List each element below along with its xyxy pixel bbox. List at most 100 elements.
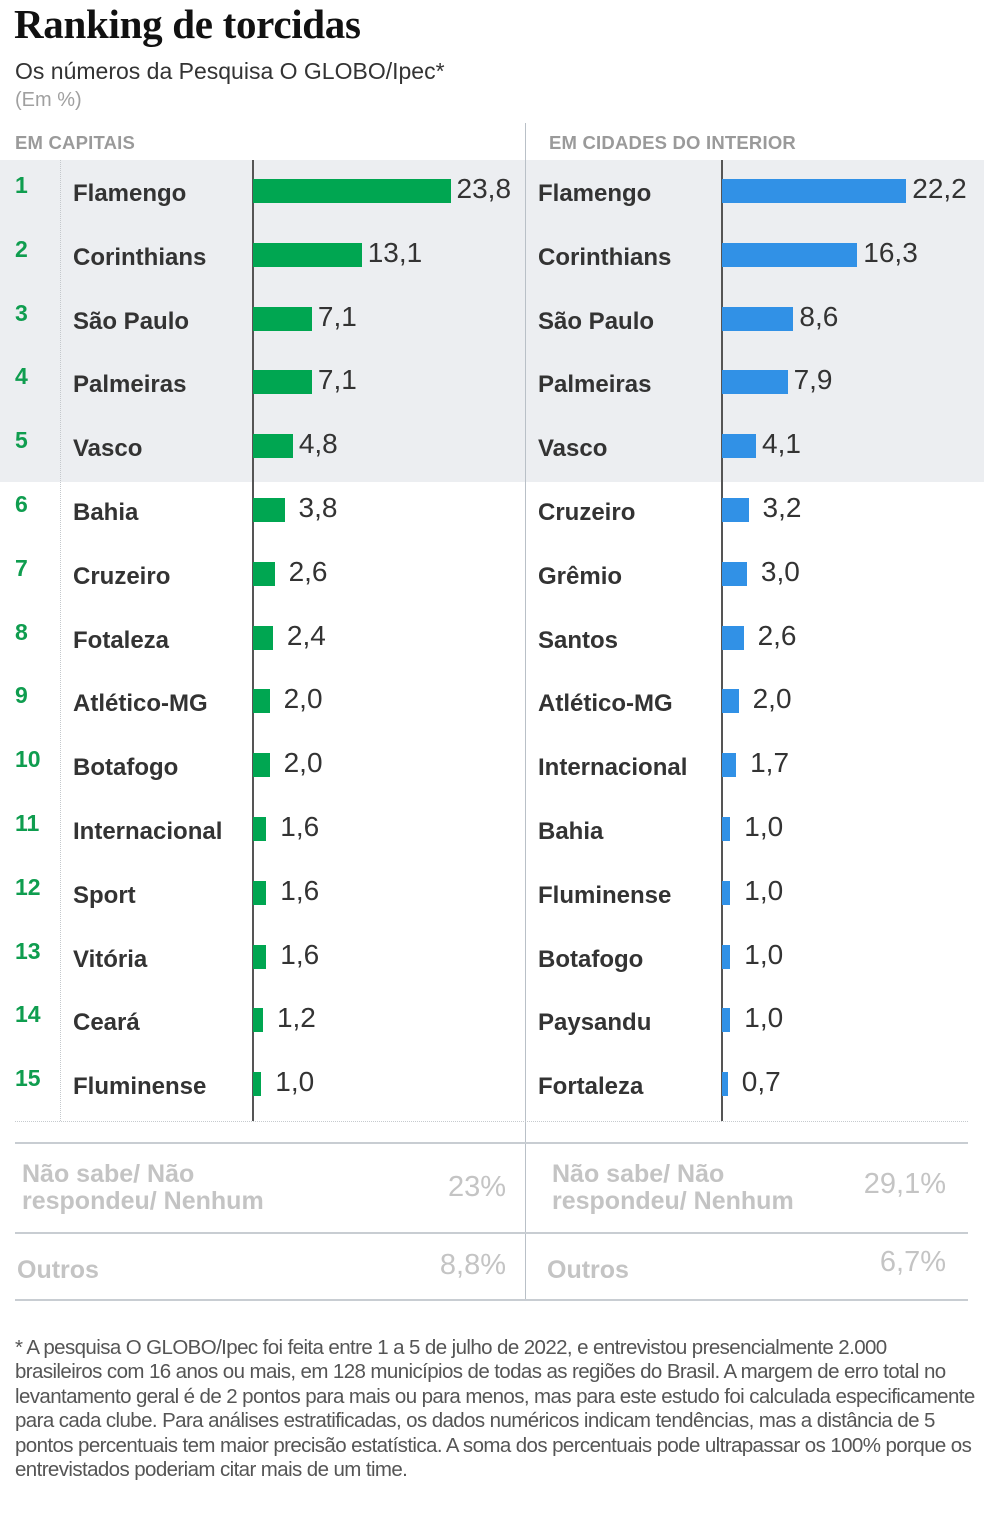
value-bar <box>253 434 293 459</box>
value-bar <box>722 753 737 778</box>
chart-title: Ranking de torcidas <box>14 1 361 47</box>
methodology-footnote: * A pesquisa O GLOBO/Ipec foi feita entr… <box>15 1336 975 1482</box>
summary-middle-line <box>15 1232 968 1234</box>
value-label: 7,9 <box>793 364 833 396</box>
chart-row: 3 São Paulo 7,1 <box>0 288 525 352</box>
chart-row: 1 Flamengo 23,8 <box>0 160 525 224</box>
value-bar <box>253 689 270 714</box>
summary-bottom-line <box>15 1299 968 1301</box>
value-label: 2,6 <box>757 619 797 651</box>
value-bar <box>722 944 731 969</box>
chart-row: 9 Atlético-MG 2,0 <box>0 670 525 734</box>
value-label: 23,8 <box>456 173 512 204</box>
interior-no-answer-label: Não sabe/ Não respondeu/ Nenhum <box>552 1160 794 1215</box>
value-label: 1,6 <box>280 938 320 970</box>
team-name: Corinthians <box>73 243 207 271</box>
capitais-heading: EM CAPITAIS <box>15 132 136 153</box>
chart-row: Corinthians 16,3 <box>0 224 984 288</box>
team-name: Atlético-MG <box>538 690 673 718</box>
value-bar <box>253 880 267 905</box>
rank-number: 2 <box>15 235 28 262</box>
value-label: 1,7 <box>750 747 790 779</box>
value-label: 1,0 <box>744 811 784 842</box>
chart-row: Vasco 4,1 <box>0 415 984 479</box>
team-name: São Paulo <box>73 307 190 335</box>
value-bar <box>722 306 794 331</box>
team-name: Corinthians <box>538 243 672 271</box>
team-name: Atlético-MG <box>73 690 208 718</box>
team-name: Palmeiras <box>73 371 187 399</box>
team-name: Santos <box>538 626 619 654</box>
rank-number: 14 <box>15 1001 41 1028</box>
value-label: 1,6 <box>280 811 320 842</box>
chart-row: Cruzeiro 3,2 <box>0 479 984 543</box>
value-bar <box>253 625 273 650</box>
team-name: Fluminense <box>73 1073 207 1101</box>
rank-number: 1 <box>15 172 28 198</box>
chart-row: 5 Vasco 4,8 <box>0 415 525 479</box>
rank-number: 10 <box>15 746 41 773</box>
team-name: Botafogo <box>73 754 179 782</box>
top-five-highlight-band <box>0 160 984 482</box>
rank-number: 7 <box>15 554 28 581</box>
rank-number: 3 <box>15 299 28 326</box>
team-name: Fotaleza <box>73 626 170 654</box>
column-divider <box>525 123 526 1300</box>
value-label: 1,0 <box>275 1066 315 1098</box>
chart-subtitle: Os números da Pesquisa O GLOBO/Ipec* <box>15 58 445 84</box>
value-bar <box>253 370 312 395</box>
value-bar <box>722 817 731 841</box>
unit-label: (Em %) <box>15 89 82 111</box>
value-bar <box>253 306 312 331</box>
chart-row: Fortaleza 0,7 <box>0 1053 984 1117</box>
chart-row: 12 Sport 1,6 <box>0 862 525 926</box>
team-name: Cruzeiro <box>73 562 171 590</box>
value-bar <box>253 1072 262 1097</box>
value-bar <box>722 242 858 267</box>
value-bar <box>253 242 362 267</box>
chart-row: 4 Palmeiras 7,1 <box>0 351 525 415</box>
chart-row: 8 Fotaleza 2,4 <box>0 607 525 671</box>
team-name: Flamengo <box>538 180 652 207</box>
rank-number: 5 <box>15 427 28 454</box>
value-bar <box>722 179 907 203</box>
value-label: 2,0 <box>283 747 323 779</box>
value-label: 7,1 <box>317 300 357 332</box>
chart-row: Grêmio 3,0 <box>0 543 984 607</box>
value-label: 2,4 <box>286 619 326 651</box>
interior-axis-line <box>721 160 723 1121</box>
value-label: 13,1 <box>367 236 423 268</box>
team-name: Sport <box>73 881 136 909</box>
value-label: 2,6 <box>288 555 328 587</box>
chart-row: Flamengo 22,2 <box>0 160 984 224</box>
value-label: 2,0 <box>283 683 323 715</box>
chart-row: Bahia 1,0 <box>0 798 984 862</box>
team-name: Bahia <box>73 499 139 526</box>
chart-row: 14 Ceará 1,2 <box>0 989 525 1053</box>
value-label: 7,1 <box>317 364 357 396</box>
value-label: 1,6 <box>280 874 320 906</box>
chart-row: 13 Vitória 1,6 <box>0 926 525 990</box>
capitais-no-answer-label: Não sabe/ Não respondeu/ Nenhum <box>22 1160 264 1215</box>
list-end-dotted-line <box>15 1121 968 1122</box>
value-bar <box>253 1008 263 1033</box>
chart-row: Botafogo 1,0 <box>0 926 984 990</box>
value-label: 1,0 <box>744 938 784 970</box>
value-label: 4,1 <box>762 428 801 460</box>
value-label: 1,0 <box>744 874 784 906</box>
chart-row: 10 Botafogo 2,0 <box>0 734 525 798</box>
value-label: 1,2 <box>276 1002 316 1034</box>
value-bar <box>253 498 285 522</box>
rank-number: 8 <box>15 618 28 645</box>
team-name: Vasco <box>73 435 143 463</box>
value-label: 22,2 <box>912 173 967 204</box>
value-bar <box>722 880 731 905</box>
value-bar <box>722 1072 728 1097</box>
team-name: Bahia <box>538 818 604 845</box>
value-bar <box>722 370 788 395</box>
interior-others-value: 6,7% <box>879 1246 946 1278</box>
team-name: Fluminense <box>538 881 672 909</box>
chart-row: 11 Internacional 1,6 <box>0 798 525 862</box>
team-name: Ceará <box>73 1009 140 1037</box>
value-bar <box>253 753 270 778</box>
